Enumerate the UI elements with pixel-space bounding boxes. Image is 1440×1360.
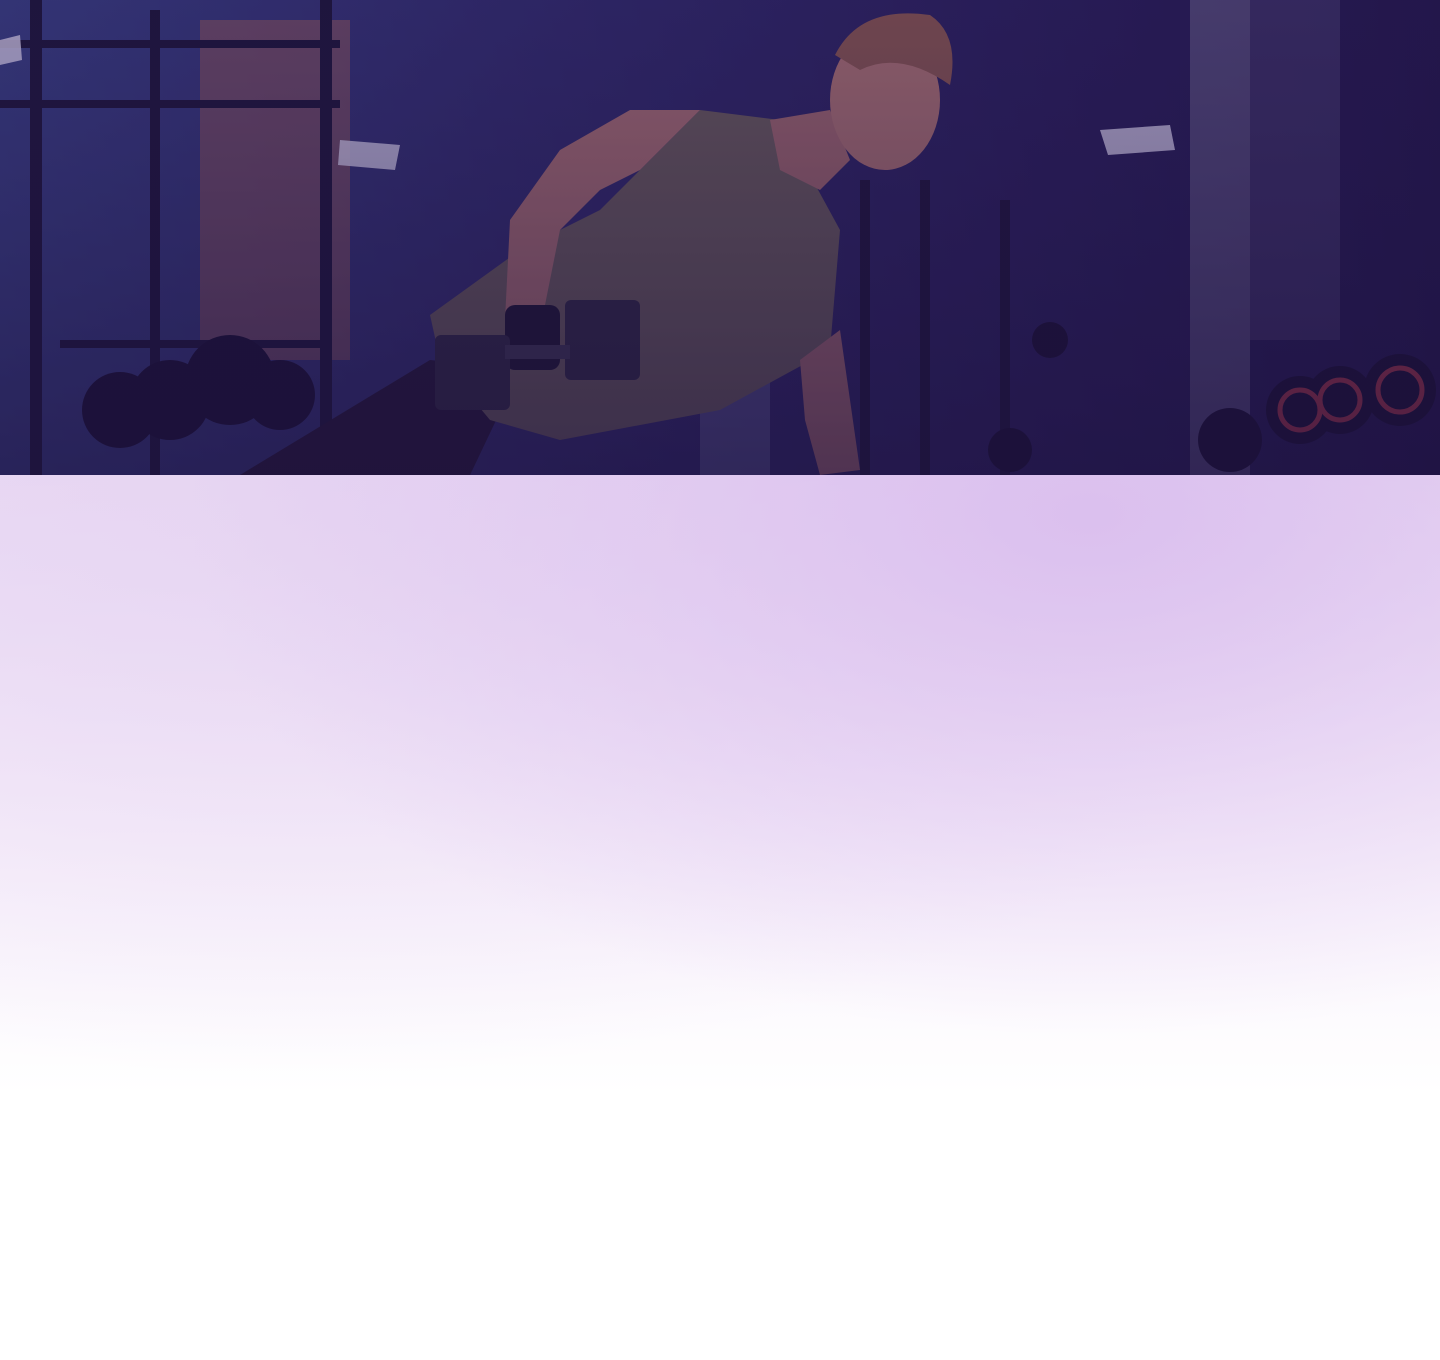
gym-photo: [0, 0, 1440, 475]
overlay: [0, 0, 1440, 475]
tint: [0, 0, 1440, 475]
hero-image: [0, 0, 1440, 475]
gradient-section: [0, 475, 1440, 1360]
